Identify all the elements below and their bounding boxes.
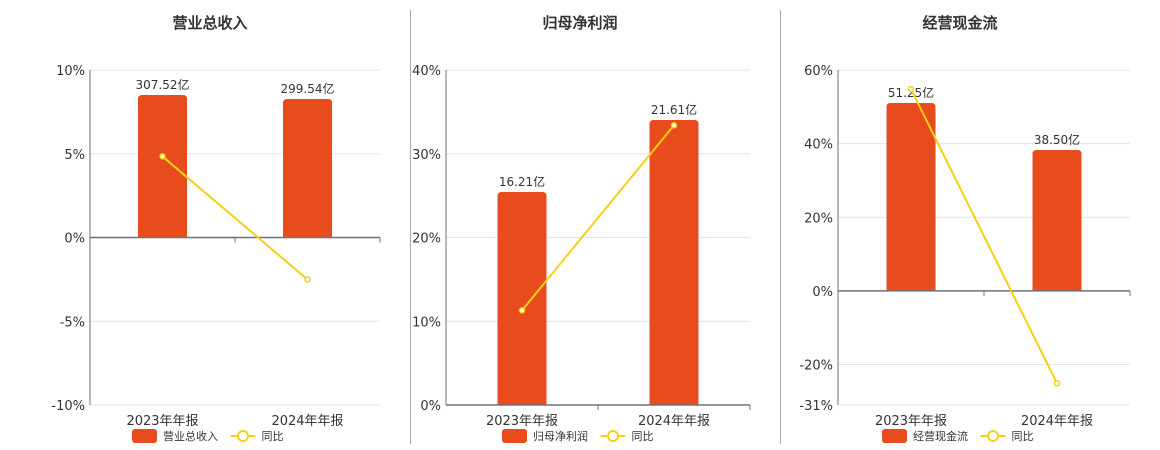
yoy-point[interactable]: [304, 276, 311, 283]
chart-1: 营业总收入 10% 5% 0% -5% -10% 307.52亿 2023年年报 299.54亿…: [51, 14, 381, 443]
bar-value-label: 299.54亿: [281, 81, 335, 96]
legend-line-marker: [607, 430, 619, 442]
yoy-line: [910, 88, 1058, 384]
y-tick-label: 10%: [412, 315, 441, 330]
yoy-point[interactable]: [518, 307, 526, 314]
yoy-point[interactable]: [159, 153, 166, 160]
bar[interactable]: [1032, 150, 1082, 291]
bar[interactable]: [138, 95, 187, 238]
y-tick-label: -5%: [60, 315, 85, 330]
y-tick-label: 30%: [412, 148, 441, 163]
y-tick-label: -10%: [51, 399, 85, 414]
y-tick-label: -31%: [799, 399, 833, 414]
legend-bar-swatch[interactable]: [132, 429, 157, 443]
divider-2: [780, 10, 781, 444]
y-tick-label: 20%: [412, 232, 441, 247]
bar-value-label: 38.50亿: [1034, 132, 1080, 147]
chart-title: 经营现金流: [922, 14, 997, 32]
bar[interactable]: [497, 192, 547, 405]
legend-line-marker: [237, 430, 249, 442]
x-tick-label: 2023年年报: [486, 414, 558, 429]
y-tick-label: 40%: [804, 138, 833, 153]
x-tick-label: 2023年年报: [126, 414, 198, 429]
legend-line-label[interactable]: 同比: [632, 430, 654, 443]
bar-value-label: 21.61亿: [651, 102, 697, 117]
x-tick-label: 2024年年报: [1021, 414, 1093, 429]
chart-title: 归母净利润: [542, 14, 617, 32]
chart-3: 经营现金流 60% 40% 20% 0% -20% -31% 51.25亿 2023年年报 38.…: [799, 14, 1131, 443]
yoy-point[interactable]: [907, 85, 915, 93]
y-tick-label: 10%: [56, 64, 85, 79]
yoy-line: [161, 155, 309, 281]
bar-value-label: 307.52亿: [136, 77, 190, 92]
legend-line-marker: [987, 430, 999, 442]
legend-bar-label[interactable]: 经营现金流: [913, 429, 968, 443]
y-tick-label: 5%: [64, 148, 85, 163]
y-tick-label: 60%: [804, 64, 833, 79]
yoy-point[interactable]: [670, 122, 678, 129]
legend-bar-label[interactable]: 归母净利润: [533, 429, 588, 443]
chart-2: 归母净利润 40% 30% 20% 10% 0% 16.21亿 2023年年报 21.61亿 20…: [412, 14, 751, 443]
legend-bar-swatch[interactable]: [882, 429, 907, 443]
x-tick-label: 2024年年报: [638, 414, 710, 429]
y-tick-label: -20%: [799, 359, 833, 374]
bar[interactable]: [886, 103, 936, 291]
bar-value-label: 51.25亿: [888, 85, 934, 100]
divider-1: [410, 10, 411, 444]
y-tick-label: 0%: [64, 232, 85, 247]
yoy-line: [521, 124, 675, 311]
yoy-point[interactable]: [1053, 380, 1061, 387]
bar[interactable]: [283, 99, 332, 238]
bar-value-label: 16.21亿: [499, 174, 545, 189]
x-tick-label: 2023年年报: [875, 414, 947, 429]
chart-title: 营业总收入: [172, 14, 247, 32]
y-tick-label: 40%: [412, 64, 441, 79]
x-tick-label: 2024年年报: [271, 414, 343, 429]
y-tick-label: 0%: [812, 285, 833, 300]
y-tick-label: 0%: [420, 399, 441, 414]
legend-line-label[interactable]: 同比: [262, 430, 284, 443]
y-tick-label: 20%: [804, 211, 833, 226]
bar[interactable]: [649, 120, 699, 405]
legend-bar-label[interactable]: 营业总收入: [163, 429, 218, 443]
legend-line-label[interactable]: 同比: [1012, 430, 1034, 443]
legend-bar-swatch[interactable]: [502, 429, 527, 443]
